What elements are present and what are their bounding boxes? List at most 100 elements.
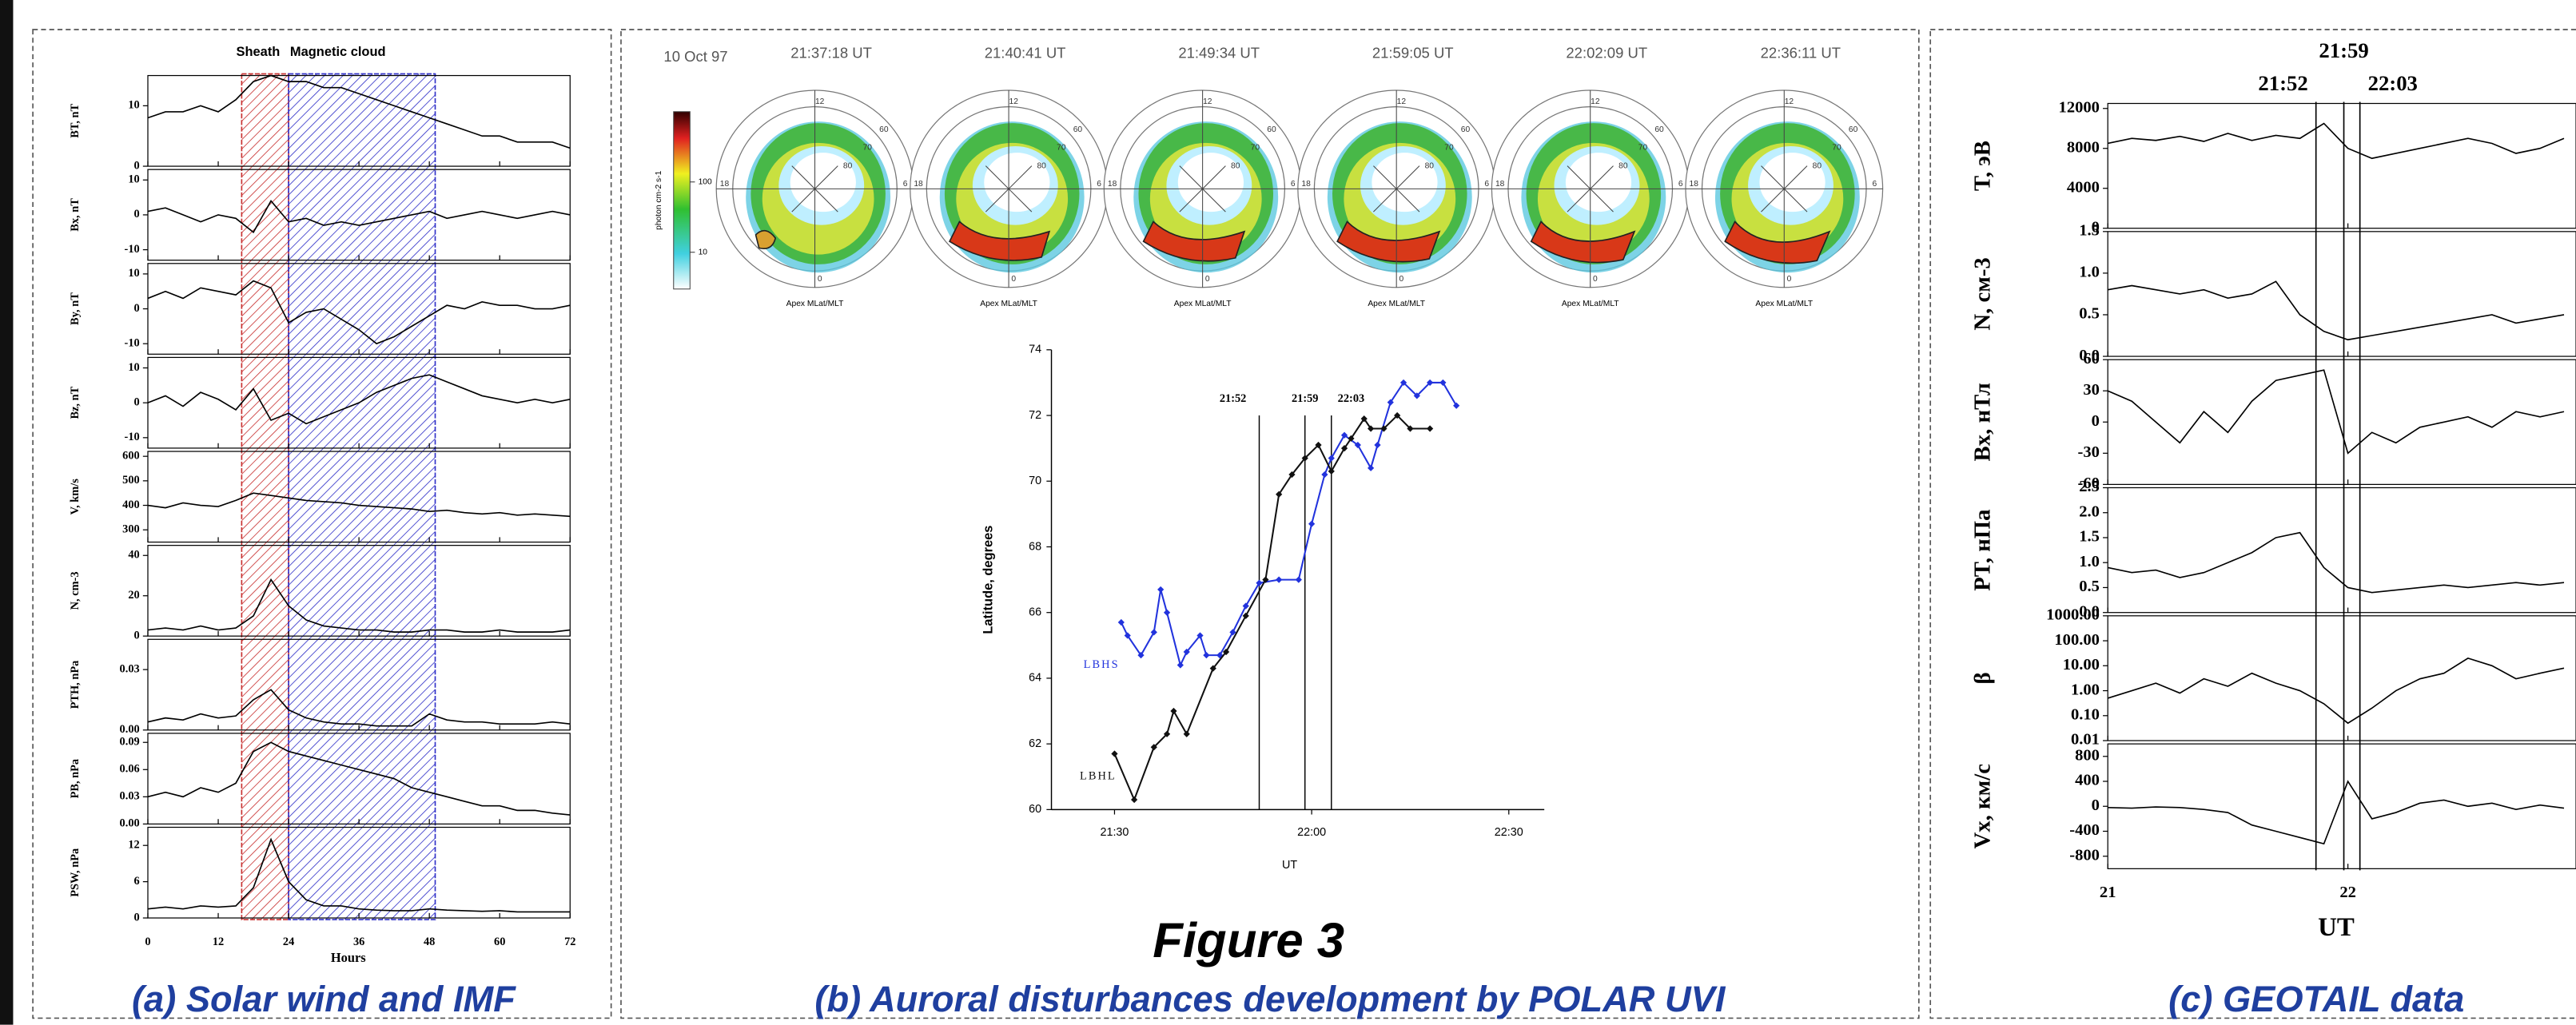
edge-strip: [0, 0, 13, 1025]
y-tick-label: 0: [134, 159, 140, 172]
data-point: [1170, 708, 1177, 714]
figure: Figure 3 (a) Solar wind and IMF (b) Auro…: [0, 0, 2576, 1025]
x-tick-label: 60: [494, 936, 505, 948]
y-tick-label: 1000.00: [2046, 606, 2100, 624]
y-axis-label: PSW, nPa: [69, 848, 82, 897]
data-point: [1308, 521, 1315, 527]
colorbar-tick-label: 10: [699, 248, 708, 256]
y-tick-label: 0.09: [120, 736, 140, 749]
data-point: [1276, 576, 1282, 582]
x-tick-label: 22:00: [1297, 826, 1326, 839]
y-tick-label: 0.10: [2071, 706, 2100, 724]
polar-label: 6: [1678, 180, 1683, 189]
x-axis-label: UT: [2318, 913, 2355, 942]
event-label: 21:52: [1220, 392, 1247, 405]
y-tick-label: 12: [128, 839, 139, 852]
page: {"figure_title":"Figure 3", "captions":[…: [0, 0, 2576, 1025]
image-time: 21:49:34 UT: [1178, 45, 1260, 62]
polar-label: 12: [1009, 97, 1019, 106]
y-tick-label: 4000: [2067, 178, 2100, 196]
y-tick-label: 68: [1029, 540, 1041, 553]
y-tick-label: 1.00: [2071, 681, 2100, 698]
y-tick-label: 60: [2083, 350, 2100, 367]
x-tick-label: 21:30: [1100, 826, 1129, 839]
y-tick-label: 100.00: [2054, 631, 2100, 649]
polar-label: 6: [1291, 180, 1296, 189]
y-tick-label: 0: [134, 302, 140, 315]
series-label: LBHS: [1084, 658, 1120, 671]
data-point: [1131, 797, 1137, 803]
y-tick-label: 400: [122, 499, 140, 511]
y-tick-label: 0: [2092, 797, 2100, 814]
data-point: [1184, 731, 1190, 737]
interval-label: Magnetic cloud: [290, 45, 386, 59]
y-tick-label: 400: [2075, 772, 2100, 789]
polar-label: 80: [1037, 161, 1046, 170]
panel-c-frame: [1930, 30, 2576, 1018]
y-tick-label: 70: [1029, 475, 1041, 487]
y-axis-label: PTH, nPa: [69, 661, 82, 709]
y-axis-label: Bx, nT: [69, 198, 82, 232]
data-point: [1427, 425, 1433, 431]
y-tick-label: -10: [125, 431, 140, 443]
polar-label: 0: [818, 275, 822, 284]
polar-label: 70: [1251, 144, 1260, 153]
polar-label: 60: [1461, 125, 1471, 134]
y-axis-label: T, эВ: [1970, 141, 1996, 191]
figure-body: Figure 3 (a) Solar wind and IMF (b) Auro…: [0, 0, 2576, 1025]
polar-label: 18: [1301, 180, 1311, 189]
y-tick-label: -10: [125, 337, 140, 350]
polar-label: 80: [843, 161, 853, 170]
x-tick-label: 21: [2100, 884, 2116, 901]
y-axis-label: N, см-3: [1970, 257, 1996, 330]
data-point: [1439, 379, 1446, 386]
data-line: [2108, 533, 2564, 593]
y-tick-label: -10: [125, 243, 140, 256]
polar-label: 12: [1785, 97, 1794, 106]
polar-label: 70: [1444, 144, 1454, 153]
polar-label: 70: [1057, 144, 1066, 153]
image-time: 22:36:11 UT: [1761, 45, 1841, 62]
data-point: [1243, 613, 1249, 619]
polar-label: 12: [1397, 97, 1407, 106]
data-point: [1328, 468, 1335, 475]
polar-label: 18: [720, 180, 730, 189]
y-axis-label: PT, нПа: [1970, 509, 1996, 590]
data-line: [2108, 781, 2564, 844]
y-tick-label: 62: [1029, 737, 1041, 750]
y-tick-label: 600: [122, 449, 140, 462]
x-tick-label: 36: [353, 936, 364, 948]
y-tick-label: 0: [134, 208, 140, 220]
y-tick-label: 0.5: [2079, 305, 2100, 323]
polar-label: 0: [1787, 275, 1792, 284]
y-axis-label: Vx, км/с: [1970, 764, 1996, 849]
x-tick-label: 12: [213, 936, 224, 948]
x-tick-label: 0: [145, 936, 150, 948]
y-axis-label: BT, nT: [69, 103, 82, 137]
x-tick-label: 72: [564, 936, 575, 948]
subplot-frame: [2108, 360, 2576, 484]
image-caption: Apex MLat/MLT: [786, 300, 844, 308]
polar-label: 12: [1591, 97, 1600, 106]
polar-label: 18: [914, 180, 923, 189]
y-tick-label: 30: [2083, 381, 2100, 399]
interval-label: Sheath: [237, 45, 281, 59]
subplot-frame: [2108, 487, 2576, 612]
colorbar-tick-label: 100: [699, 177, 712, 186]
data-point: [1164, 610, 1170, 616]
y-axis-label: Bz, nT: [69, 386, 82, 419]
y-tick-label: 0: [134, 629, 140, 642]
data-point: [1296, 576, 1302, 582]
image-caption: Apex MLat/MLT: [1368, 300, 1425, 308]
polar-label: 60: [879, 125, 889, 134]
polar-label: 12: [1203, 97, 1212, 106]
subplot-frame: [2108, 616, 2576, 741]
series-label: LBHL: [1080, 770, 1117, 783]
y-tick-label: 0.03: [120, 662, 140, 675]
event-label: 21:52: [2258, 71, 2307, 95]
colorbar-label: photon cm-2 s-1: [655, 170, 663, 229]
polar-label: 18: [1108, 180, 1117, 189]
y-tick-label: 1.0: [2079, 553, 2100, 570]
y-tick-label: 1.5: [2079, 528, 2100, 546]
y-tick-label: 0: [134, 395, 140, 408]
